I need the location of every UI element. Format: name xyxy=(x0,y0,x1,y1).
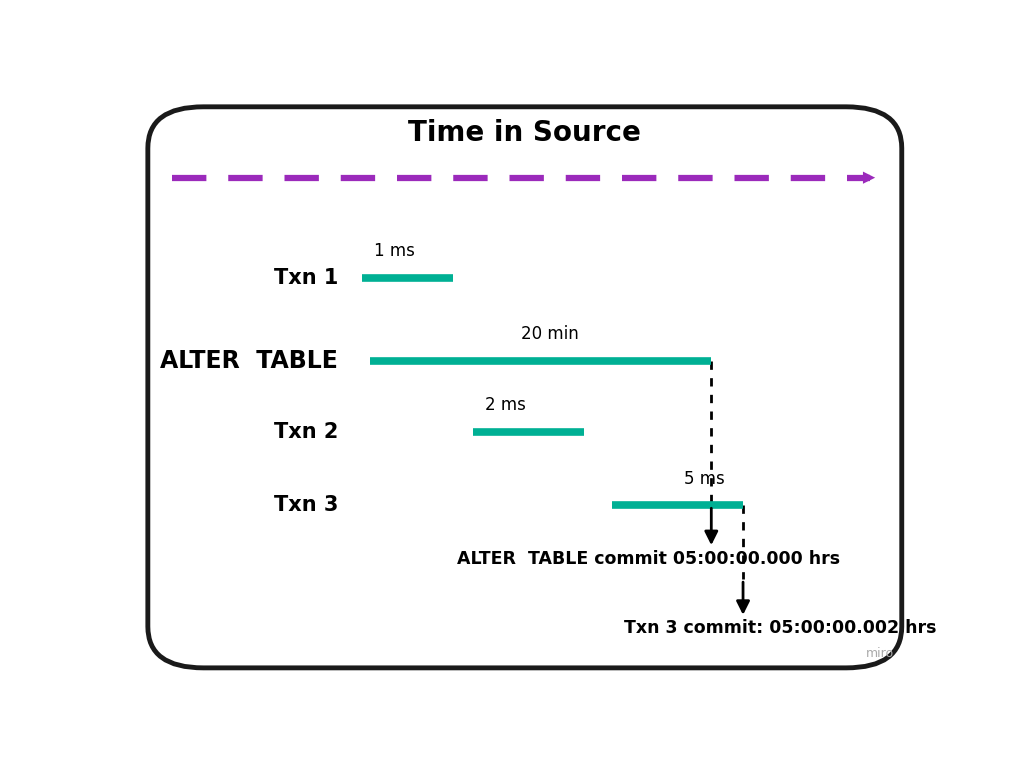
Text: 20 min: 20 min xyxy=(521,325,579,343)
Text: Txn 1: Txn 1 xyxy=(274,268,338,288)
Text: 5 ms: 5 ms xyxy=(684,469,724,488)
Text: 2 ms: 2 ms xyxy=(485,396,526,414)
Text: Txn 3 commit: 05:00:00.002 hrs: Txn 3 commit: 05:00:00.002 hrs xyxy=(624,619,937,637)
Text: Time in Source: Time in Source xyxy=(409,120,641,147)
Text: ALTER  TABLE commit 05:00:00.000 hrs: ALTER TABLE commit 05:00:00.000 hrs xyxy=(458,550,841,568)
Text: Txn 3: Txn 3 xyxy=(274,495,338,515)
FancyBboxPatch shape xyxy=(147,107,902,668)
Text: miro: miro xyxy=(865,647,894,660)
Text: Txn 2: Txn 2 xyxy=(274,422,338,442)
Text: ALTER  TABLE: ALTER TABLE xyxy=(161,349,338,373)
Text: 1 ms: 1 ms xyxy=(374,242,415,260)
